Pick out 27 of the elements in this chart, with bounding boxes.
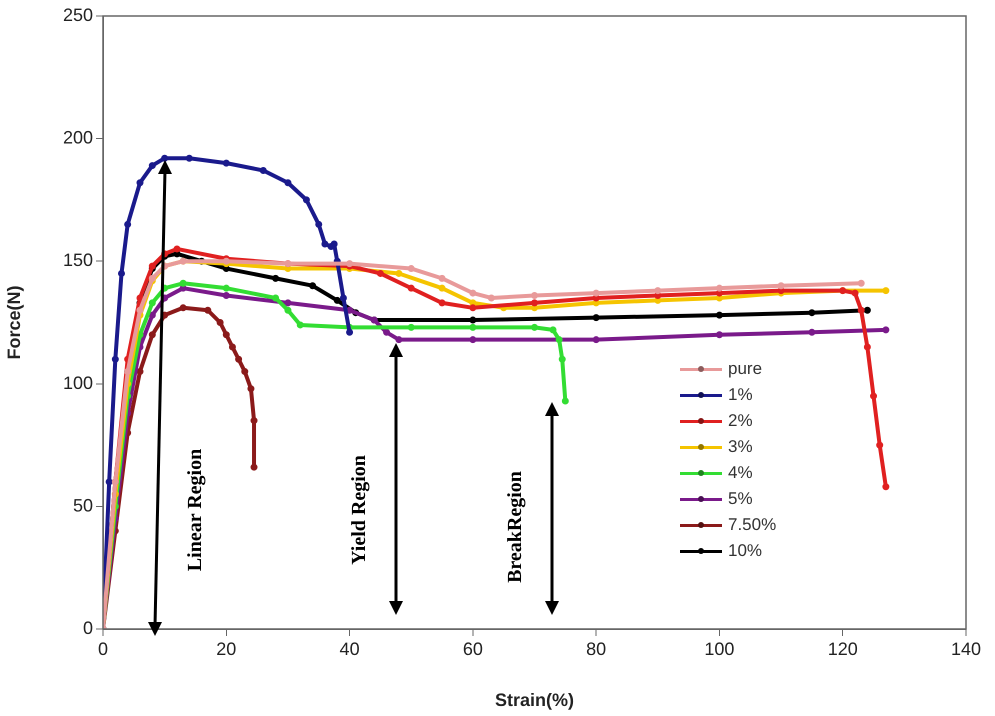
x-tick-label: 100 [704,638,734,659]
y-tick-label: 150 [62,250,93,270]
legend-label: 3% [728,437,753,457]
legend-label: 5% [728,489,753,509]
legend-label: 2% [728,411,753,431]
x-tick-label: 60 [462,638,483,659]
x-tick-label: 20 [216,638,236,659]
y-axis-title: Force(N) [4,285,24,360]
x-tick-label: 140 [950,638,982,659]
annotation: Linear Region [184,448,206,572]
legend-label: 10% [728,541,762,561]
legend-label: 1% [728,385,753,405]
x-tick-label: 0 [98,638,108,659]
y-tick-label: 0 [82,618,93,638]
x-axis-title: Strain(%) [494,690,574,710]
y-tick-label: 200 [62,128,93,148]
legend-label: 4% [728,463,753,483]
annotation: BreakRegion [504,471,526,583]
y-tick-label: 100 [62,372,93,393]
y-tick-label: 50 [72,495,93,516]
legend-label: 7.50% [728,515,776,535]
annotation: Yield Region [348,455,370,565]
x-tick-label: 80 [586,638,606,659]
x-tick-label: 40 [340,638,360,659]
legend-label: pure [728,359,762,379]
y-tick-label: 250 [62,4,93,25]
x-tick-label: 120 [828,638,858,659]
